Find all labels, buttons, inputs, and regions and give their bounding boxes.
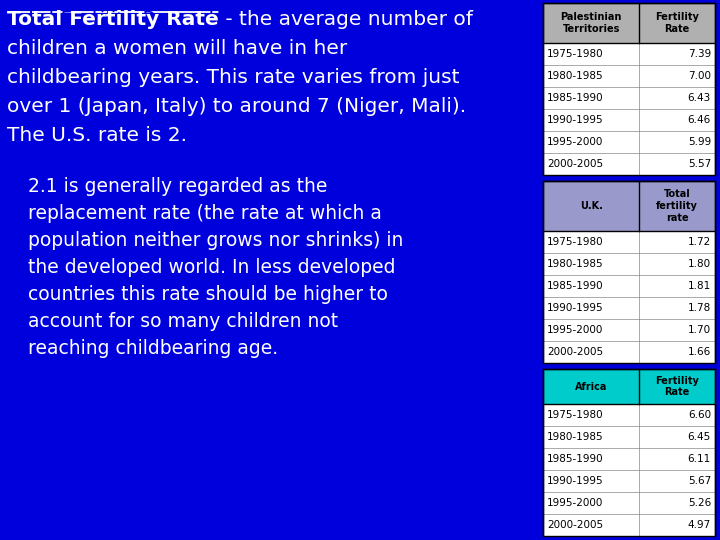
FancyBboxPatch shape [543, 181, 715, 231]
Text: 7.39: 7.39 [688, 49, 711, 59]
Text: Palestinian
Territories: Palestinian Territories [560, 12, 622, 34]
Text: 1995-2000: 1995-2000 [547, 137, 603, 147]
Text: 4.97: 4.97 [688, 520, 711, 530]
Text: 1.78: 1.78 [688, 303, 711, 313]
Text: Total Fertility Rate: Total Fertility Rate [7, 10, 219, 29]
Text: 6.60: 6.60 [688, 410, 711, 420]
Text: U.K.: U.K. [580, 201, 603, 211]
FancyBboxPatch shape [543, 470, 715, 492]
FancyBboxPatch shape [543, 87, 715, 109]
Text: 1975-1980: 1975-1980 [547, 49, 603, 59]
Text: 5.67: 5.67 [688, 476, 711, 486]
Text: 6.46: 6.46 [688, 115, 711, 125]
FancyBboxPatch shape [543, 297, 715, 319]
Text: 1985-1990: 1985-1990 [547, 281, 603, 291]
FancyBboxPatch shape [543, 404, 715, 426]
Text: 1.81: 1.81 [688, 281, 711, 291]
Text: population neither grows nor shrinks) in: population neither grows nor shrinks) in [28, 231, 403, 250]
FancyBboxPatch shape [543, 275, 715, 297]
Text: 1995-2000: 1995-2000 [547, 325, 603, 335]
Text: 5.26: 5.26 [688, 498, 711, 508]
Text: 5.99: 5.99 [688, 137, 711, 147]
Text: children a women will have in her: children a women will have in her [7, 39, 347, 58]
Text: Fertility
Rate: Fertility Rate [655, 12, 699, 34]
Text: 1990-1995: 1990-1995 [547, 115, 603, 125]
Text: 1990-1995: 1990-1995 [547, 476, 603, 486]
Text: 1975-1980: 1975-1980 [547, 410, 603, 420]
Text: 1975-1980: 1975-1980 [547, 237, 603, 247]
FancyBboxPatch shape [543, 3, 715, 43]
Text: 2.1 is generally regarded as the: 2.1 is generally regarded as the [28, 177, 328, 196]
FancyBboxPatch shape [543, 319, 715, 341]
Text: 1.72: 1.72 [688, 237, 711, 247]
Text: reaching childbearing age.: reaching childbearing age. [28, 339, 278, 358]
Text: 6.45: 6.45 [688, 432, 711, 442]
FancyBboxPatch shape [543, 231, 715, 253]
Text: Total Fertility Rate - the average number of: Total Fertility Rate - the average numbe… [7, 10, 443, 29]
Text: 6.11: 6.11 [688, 454, 711, 464]
Text: childbearing years. This rate varies from just: childbearing years. This rate varies fro… [7, 68, 459, 87]
Text: The U.S. rate is 2.: The U.S. rate is 2. [7, 126, 187, 145]
Text: Total
fertility
rate: Total fertility rate [656, 190, 698, 222]
Text: - the average number of: - the average number of [219, 10, 472, 29]
Text: 2000-2005: 2000-2005 [547, 347, 603, 357]
Text: 1980-1985: 1980-1985 [547, 71, 603, 81]
Text: 1990-1995: 1990-1995 [547, 303, 603, 313]
Text: 2000-2005: 2000-2005 [547, 159, 603, 169]
Text: over 1 (Japan, Italy) to around 7 (Niger, Mali).: over 1 (Japan, Italy) to around 7 (Niger… [7, 97, 466, 116]
FancyBboxPatch shape [543, 369, 715, 404]
FancyBboxPatch shape [543, 426, 715, 448]
FancyBboxPatch shape [543, 65, 715, 87]
Text: the developed world. In less developed: the developed world. In less developed [28, 258, 395, 277]
FancyBboxPatch shape [543, 492, 715, 514]
FancyBboxPatch shape [543, 43, 715, 65]
Text: 1.80: 1.80 [688, 259, 711, 269]
Text: countries this rate should be higher to: countries this rate should be higher to [28, 285, 388, 304]
Text: 1995-2000: 1995-2000 [547, 498, 603, 508]
FancyBboxPatch shape [543, 341, 715, 363]
Text: 1980-1985: 1980-1985 [547, 259, 603, 269]
FancyBboxPatch shape [543, 153, 715, 175]
Text: 2000-2005: 2000-2005 [547, 520, 603, 530]
Text: 1980-1985: 1980-1985 [547, 432, 603, 442]
FancyBboxPatch shape [543, 109, 715, 131]
Text: 6.43: 6.43 [688, 93, 711, 103]
Text: replacement rate (the rate at which a: replacement rate (the rate at which a [28, 204, 382, 223]
Text: Africa: Africa [575, 381, 608, 391]
FancyBboxPatch shape [543, 131, 715, 153]
Text: 1.70: 1.70 [688, 325, 711, 335]
FancyBboxPatch shape [543, 514, 715, 536]
FancyBboxPatch shape [543, 253, 715, 275]
Text: 5.57: 5.57 [688, 159, 711, 169]
Text: 1.66: 1.66 [688, 347, 711, 357]
FancyBboxPatch shape [543, 448, 715, 470]
Text: 7.00: 7.00 [688, 71, 711, 81]
Text: account for so many children not: account for so many children not [28, 312, 338, 331]
Text: Fertility
Rate: Fertility Rate [655, 376, 699, 397]
Text: 1985-1990: 1985-1990 [547, 93, 603, 103]
Text: 1985-1990: 1985-1990 [547, 454, 603, 464]
